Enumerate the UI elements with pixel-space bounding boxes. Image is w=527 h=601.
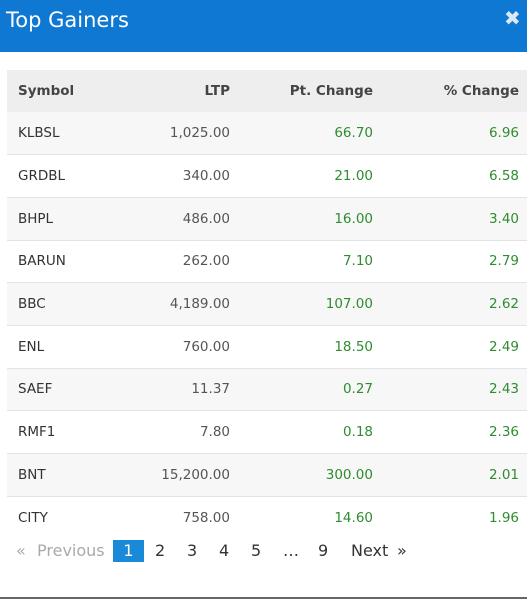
symbol-cell[interactable]: SAEF	[18, 381, 53, 398]
table-row: BARUN 262.00 7.10 2.79	[7, 240, 527, 283]
ltp-cell: 15,200.00	[161, 466, 230, 483]
pct-change-cell: 3.40	[488, 210, 519, 227]
pct-change-cell: 2.79	[488, 253, 519, 270]
pt-change-cell: 16.00	[334, 210, 373, 227]
pt-change-cell: 300.00	[325, 466, 373, 483]
previous-page-button: Previous	[37, 541, 105, 560]
page-button-9[interactable]: 9	[318, 541, 329, 560]
pt-change-cell: 21.00	[334, 168, 373, 185]
table-row: BHPL 486.00 16.00 3.40	[7, 197, 527, 241]
page-button-2[interactable]: 2	[155, 541, 166, 560]
page-button-1[interactable]: 1	[113, 540, 144, 562]
pct-change-cell: 2.43	[488, 381, 519, 398]
ltp-cell: 340.00	[182, 168, 230, 185]
page-button-5[interactable]: 5	[251, 541, 262, 560]
table-row: RMF1 7.80 0.18 2.36	[7, 410, 527, 454]
symbol-cell[interactable]: BARUN	[18, 253, 66, 270]
pt-change-cell: 18.50	[334, 338, 373, 355]
next-page-button[interactable]: Next	[351, 541, 389, 560]
page-button-3[interactable]: 3	[187, 541, 198, 560]
ltp-cell: 760.00	[182, 338, 230, 355]
pt-change-cell: 14.60	[334, 509, 373, 526]
modal-title: Top Gainers	[6, 8, 129, 32]
symbol-cell[interactable]: ENL	[18, 338, 45, 355]
symbol-cell[interactable]: BBC	[18, 296, 46, 313]
pt-change-cell: 7.10	[342, 253, 373, 270]
first-page-icon: «	[16, 541, 26, 560]
pct-change-cell: 2.36	[488, 424, 519, 441]
pct-change-cell: 2.49	[488, 338, 519, 355]
symbol-cell[interactable]: RMF1	[18, 424, 56, 441]
symbol-cell[interactable]: KLBSL	[18, 125, 60, 142]
column-header-pct-change[interactable]: % Change	[443, 83, 519, 99]
pagination: « Previous 1 2 3 4 5 … 9 Next »	[0, 540, 527, 564]
table-row: GRDBL 340.00 21.00 6.58	[7, 154, 527, 198]
symbol-cell[interactable]: BHPL	[18, 210, 54, 227]
close-icon[interactable]: ✖	[504, 6, 521, 30]
pt-change-cell: 107.00	[325, 296, 373, 313]
pct-change-cell: 2.01	[488, 466, 519, 483]
column-header-ltp[interactable]: LTP	[204, 83, 230, 99]
pct-change-cell: 2.62	[488, 296, 519, 313]
bottom-divider	[0, 597, 527, 599]
ltp-cell: 486.00	[182, 210, 230, 227]
pct-change-cell: 1.96	[488, 509, 519, 526]
pagination-ellipsis: …	[283, 541, 299, 560]
pt-change-cell: 0.27	[342, 381, 373, 398]
symbol-cell[interactable]: BNT	[18, 466, 46, 483]
pt-change-cell: 66.70	[334, 125, 373, 142]
modal-header: Top Gainers ✖	[0, 0, 527, 52]
ltp-cell: 758.00	[182, 509, 230, 526]
ltp-cell: 11.37	[191, 381, 230, 398]
ltp-cell: 262.00	[182, 253, 230, 270]
pt-change-cell: 0.18	[342, 424, 373, 441]
top-gainers-table: Symbol LTP Pt. Change % Change KLBSL 1,0…	[7, 70, 527, 539]
symbol-cell[interactable]: CITY	[18, 509, 48, 526]
table-row: BBC 4,189.00 107.00 2.62	[7, 282, 527, 326]
table-row: SAEF 11.37 0.27 2.43	[7, 368, 527, 411]
column-header-pt-change[interactable]: Pt. Change	[289, 83, 373, 99]
symbol-cell[interactable]: GRDBL	[18, 168, 66, 185]
table-row: ENL 760.00 18.50 2.49	[7, 325, 527, 369]
pct-change-cell: 6.58	[488, 168, 519, 185]
column-header-symbol[interactable]: Symbol	[18, 83, 75, 99]
table-row: CITY 758.00 14.60 1.96	[7, 496, 527, 539]
page-button-4[interactable]: 4	[219, 541, 230, 560]
table-header-row: Symbol LTP Pt. Change % Change	[7, 70, 527, 112]
table-row: BNT 15,200.00 300.00 2.01	[7, 453, 527, 497]
last-page-icon[interactable]: »	[397, 541, 407, 560]
table-row: KLBSL 1,025.00 66.70 6.96	[7, 112, 527, 155]
ltp-cell: 1,025.00	[169, 125, 230, 142]
pct-change-cell: 6.96	[488, 125, 519, 142]
ltp-cell: 4,189.00	[169, 296, 230, 313]
ltp-cell: 7.80	[199, 424, 230, 441]
